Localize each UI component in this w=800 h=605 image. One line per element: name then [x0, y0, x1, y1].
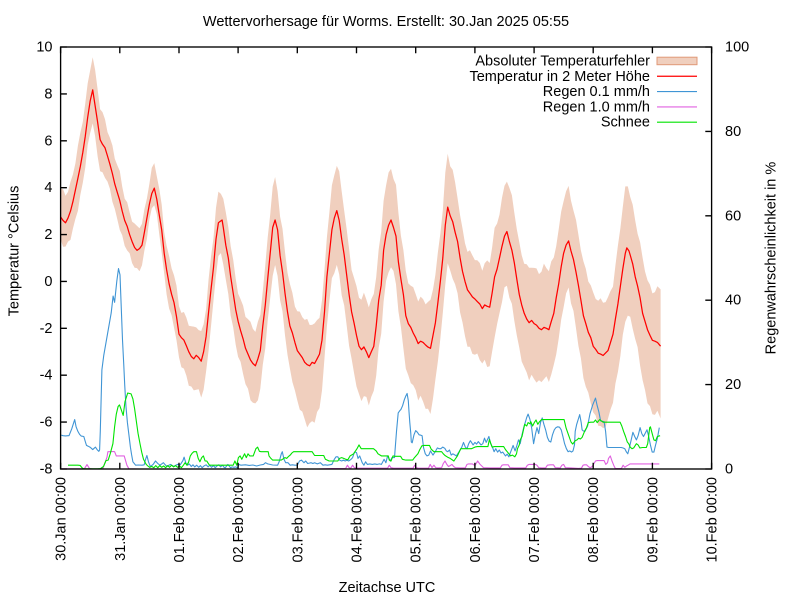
svg-text:09.Feb 00:00: 09.Feb 00:00	[645, 477, 661, 562]
svg-text:Schnee: Schnee	[601, 115, 650, 131]
svg-text:40: 40	[725, 293, 741, 309]
svg-text:-2: -2	[40, 321, 53, 337]
svg-text:-8: -8	[40, 462, 53, 478]
svg-text:08.Feb 00:00: 08.Feb 00:00	[586, 477, 602, 562]
svg-text:2: 2	[44, 227, 52, 243]
svg-text:05.Feb 00:00: 05.Feb 00:00	[409, 477, 425, 562]
svg-text:01.Feb 00:00: 01.Feb 00:00	[172, 477, 188, 562]
svg-text:100: 100	[725, 40, 749, 56]
svg-text:6: 6	[44, 133, 52, 149]
svg-text:Wettervorhersage für Worms. Er: Wettervorhersage für Worms. Erstellt: 30…	[203, 14, 569, 30]
svg-text:-6: -6	[40, 415, 53, 431]
svg-text:Temperatur °Celsius: Temperatur °Celsius	[7, 186, 23, 317]
svg-text:02.Feb 00:00: 02.Feb 00:00	[231, 477, 247, 562]
svg-text:30.Jan 00:00: 30.Jan 00:00	[54, 477, 70, 561]
svg-text:07.Feb 00:00: 07.Feb 00:00	[527, 477, 543, 562]
svg-text:0: 0	[725, 462, 733, 478]
svg-text:Regen 1.0 mm/h: Regen 1.0 mm/h	[543, 99, 650, 115]
svg-text:-4: -4	[40, 368, 53, 384]
svg-text:03.Feb 00:00: 03.Feb 00:00	[290, 477, 306, 562]
svg-text:10.Feb 00:00: 10.Feb 00:00	[705, 477, 721, 562]
svg-text:80: 80	[725, 124, 741, 140]
svg-text:31.Jan 00:00: 31.Jan 00:00	[113, 477, 129, 561]
svg-text:Regenwahrscheinlichkeit in %: Regenwahrscheinlichkeit in %	[763, 162, 779, 355]
svg-text:Absoluter Temperaturfehler: Absoluter Temperaturfehler	[475, 54, 650, 70]
svg-text:4: 4	[44, 180, 52, 196]
svg-text:04.Feb 00:00: 04.Feb 00:00	[350, 477, 366, 562]
svg-text:06.Feb 00:00: 06.Feb 00:00	[468, 477, 484, 562]
svg-text:Regen 0.1 mm/h: Regen 0.1 mm/h	[543, 84, 650, 100]
svg-text:Zeitachse UTC: Zeitachse UTC	[339, 580, 436, 596]
svg-text:20: 20	[725, 377, 741, 393]
svg-text:10: 10	[36, 40, 52, 56]
svg-text:Temperatur in 2 Meter Höhe: Temperatur in 2 Meter Höhe	[469, 69, 650, 85]
svg-text:8: 8	[44, 86, 52, 102]
svg-text:60: 60	[725, 208, 741, 224]
svg-text:0: 0	[44, 274, 52, 290]
